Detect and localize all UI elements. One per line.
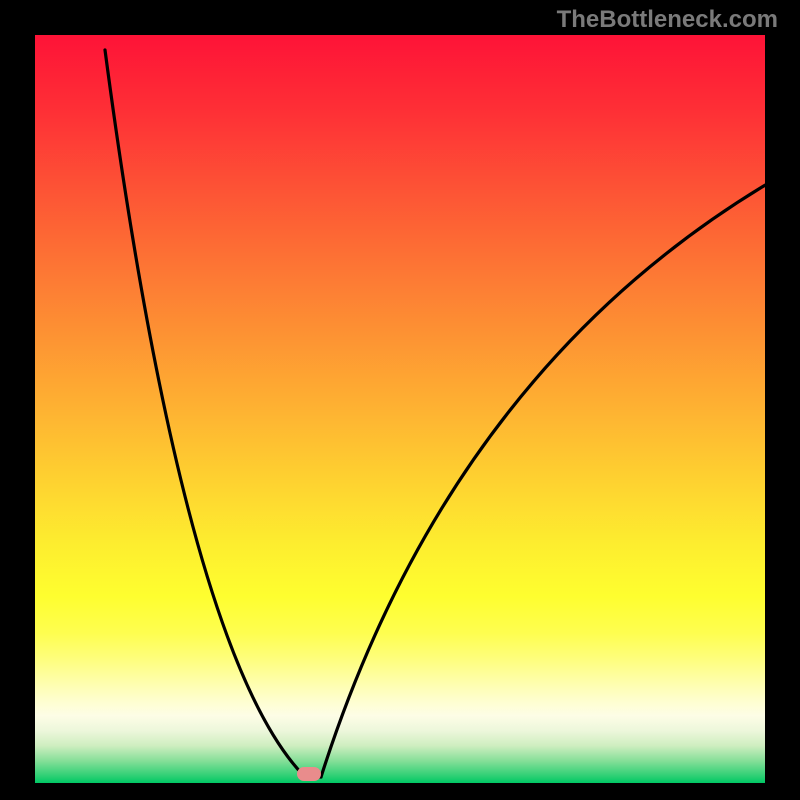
chart-frame: TheBottleneck.com — [0, 0, 800, 800]
curve-right-branch — [321, 165, 765, 777]
optimal-point-marker — [297, 767, 321, 781]
watermark-text: TheBottleneck.com — [557, 6, 778, 34]
plot-area — [35, 35, 765, 783]
bottleneck-v-curve — [35, 35, 765, 783]
curve-left-branch — [105, 50, 305, 777]
